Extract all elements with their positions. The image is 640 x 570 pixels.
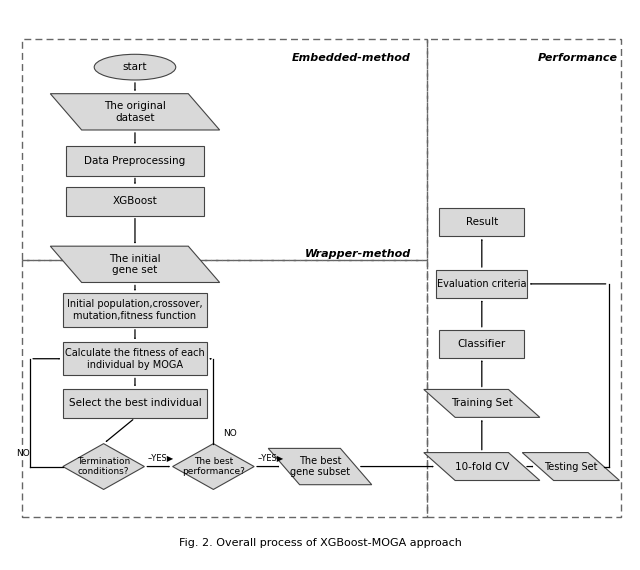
Text: Testing Set: Testing Set [544, 462, 598, 471]
Bar [440, 209, 524, 237]
Polygon shape [424, 389, 540, 417]
Bar [63, 342, 207, 376]
Bar [440, 329, 524, 357]
Text: start: start [123, 62, 147, 72]
Text: Wrapper-method: Wrapper-method [305, 249, 411, 259]
Bar [66, 187, 204, 215]
Polygon shape [268, 449, 372, 484]
Bar [63, 389, 207, 418]
Text: Fig. 2. Overall process of XGBoost-MOGA approach: Fig. 2. Overall process of XGBoost-MOGA … [179, 538, 461, 548]
Polygon shape [522, 453, 620, 481]
Text: The best
gene subset: The best gene subset [290, 456, 350, 477]
Text: The initial
gene set: The initial gene set [109, 254, 161, 275]
Polygon shape [424, 453, 540, 481]
Text: NO: NO [16, 449, 29, 458]
Text: Data Preprocessing: Data Preprocessing [84, 156, 186, 166]
Text: –YES▶: –YES▶ [257, 453, 284, 462]
Text: Termination
conditions?: Termination conditions? [77, 457, 131, 477]
Ellipse shape [94, 54, 176, 80]
Polygon shape [51, 246, 220, 283]
Text: Initial population,crossover,
mutation,fitness function: Initial population,crossover, mutation,f… [67, 299, 203, 321]
Text: Select the best individual: Select the best individual [68, 398, 202, 409]
Polygon shape [51, 93, 220, 130]
Text: Calculate the fitness of each
individual by MOGA: Calculate the fitness of each individual… [65, 348, 205, 369]
Bar [66, 146, 204, 176]
Bar [436, 270, 527, 298]
Text: 10-fold CV: 10-fold CV [454, 462, 509, 471]
Text: Training Set: Training Set [451, 398, 513, 409]
Polygon shape [173, 443, 254, 490]
Text: Embedded-method: Embedded-method [292, 53, 411, 63]
Bar [22, 39, 427, 260]
Text: –YES▶: –YES▶ [148, 453, 174, 462]
Bar [427, 39, 621, 517]
Bar [22, 260, 427, 517]
Text: The best
performance?: The best performance? [182, 457, 245, 477]
Text: NO: NO [223, 429, 237, 438]
Text: XGBoost: XGBoost [113, 196, 157, 206]
Text: Evaluation criteria: Evaluation criteria [437, 279, 527, 289]
Bar [63, 294, 207, 327]
Text: Classifier: Classifier [458, 339, 506, 349]
Text: Performance: Performance [538, 53, 618, 63]
Text: The original
dataset: The original dataset [104, 101, 166, 123]
Text: Result: Result [466, 217, 498, 227]
Polygon shape [63, 443, 145, 490]
